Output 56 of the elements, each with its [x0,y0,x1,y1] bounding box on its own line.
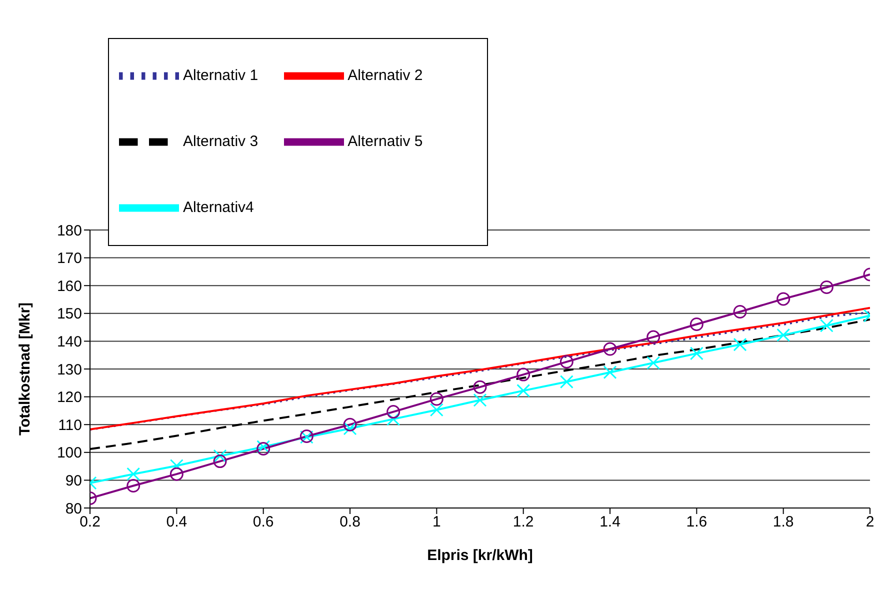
y-tick-label: 110 [58,416,82,434]
point [516,384,530,398]
x-tick-label: 0.6 [252,514,274,531]
x-tick-label: 1.8 [772,514,794,531]
point [386,412,400,426]
x-tick-label: 1.6 [686,514,708,531]
x-tick-label: 1.4 [600,514,620,531]
y-tick-label: 130 [56,361,82,378]
legend-label: Alternativ 2 [348,67,423,84]
y-tick-label: 150 [56,306,82,323]
point [733,338,747,352]
x-tick-label: 0.2 [80,514,100,531]
point [170,467,184,481]
point [343,422,357,436]
point [213,449,227,463]
point [820,280,834,294]
x-tick-label: 1.2 [512,514,534,531]
y-tick-label: 170 [56,250,82,268]
x-tick-label: 2 [866,514,874,531]
y-tick-label: 80 [65,500,82,518]
y-tick-label: 120 [56,389,82,406]
y-tick-label: 160 [56,278,82,295]
y-tick-label: 90 [65,472,82,490]
legend-label: Alternativ 5 [348,133,423,150]
point [430,403,444,417]
y-axis-title: Totalkostnad [Mkr] [16,302,34,436]
point [776,328,790,342]
point [603,366,617,380]
point [690,346,704,360]
point [646,330,660,344]
point [820,318,834,332]
x-tick-label: 0.4 [166,514,188,531]
y-tick-label: 140 [56,334,82,351]
point [126,479,140,493]
point [560,375,574,389]
point [386,405,400,419]
y-tick-label: 100 [56,444,82,462]
y-tick-label: 180 [56,222,82,240]
point [213,454,227,468]
legend-label: Alternativ 1 [183,67,258,84]
legend-label: Alternativ 3 [183,133,258,150]
point [603,342,617,356]
point [733,304,747,318]
point [560,355,574,369]
point [473,380,487,394]
point [430,392,444,406]
point [690,317,704,331]
x-axis-title: Elpris [kr/kWh] [427,547,533,564]
point [516,368,530,382]
x-tick-label: 1 [432,514,441,531]
x-tick-label: 0.8 [340,514,360,531]
point [646,356,660,370]
point [343,418,357,432]
legend-label: Alternativ4 [183,199,254,216]
point [473,393,487,407]
point [776,292,790,306]
